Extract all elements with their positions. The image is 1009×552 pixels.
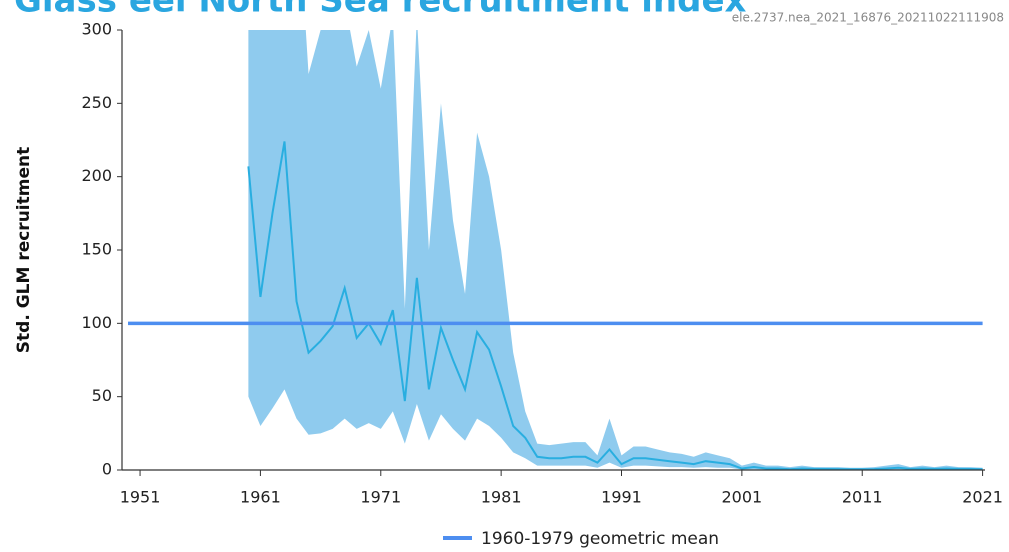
x-tick-label: 2011 bbox=[842, 488, 883, 507]
y-tick-label: 200 bbox=[81, 166, 112, 185]
y-tick-label: 250 bbox=[81, 93, 112, 112]
y-tick-label: 300 bbox=[81, 20, 112, 39]
x-tick-label: 2021 bbox=[962, 488, 1003, 507]
chart-title: Glass eel North Sea recruitment index bbox=[14, 0, 747, 21]
y-tick-label: 50 bbox=[92, 386, 112, 405]
plot-area bbox=[247, 30, 983, 470]
y-tick-label: 0 bbox=[102, 460, 112, 479]
confidence-band bbox=[248, 30, 983, 470]
y-axis-label: Std. GLM recruitment bbox=[14, 147, 34, 353]
x-tick-label: 2001 bbox=[722, 488, 763, 507]
y-tick-label: 100 bbox=[81, 313, 112, 332]
x-tick-label: 1951 bbox=[120, 488, 161, 507]
median-line bbox=[247, 141, 983, 470]
y-tick-label: 150 bbox=[81, 240, 112, 259]
legend-label: 1960-1979 geometric mean bbox=[481, 529, 719, 549]
x-tick-label: 1961 bbox=[240, 488, 281, 507]
x-tick-label: 1971 bbox=[360, 488, 401, 507]
chart-subtitle: ele.2737.nea_2021_16876_20211022111908 bbox=[732, 11, 1004, 25]
x-tick-label: 1981 bbox=[481, 488, 522, 507]
x-tick-label: 1991 bbox=[601, 488, 642, 507]
